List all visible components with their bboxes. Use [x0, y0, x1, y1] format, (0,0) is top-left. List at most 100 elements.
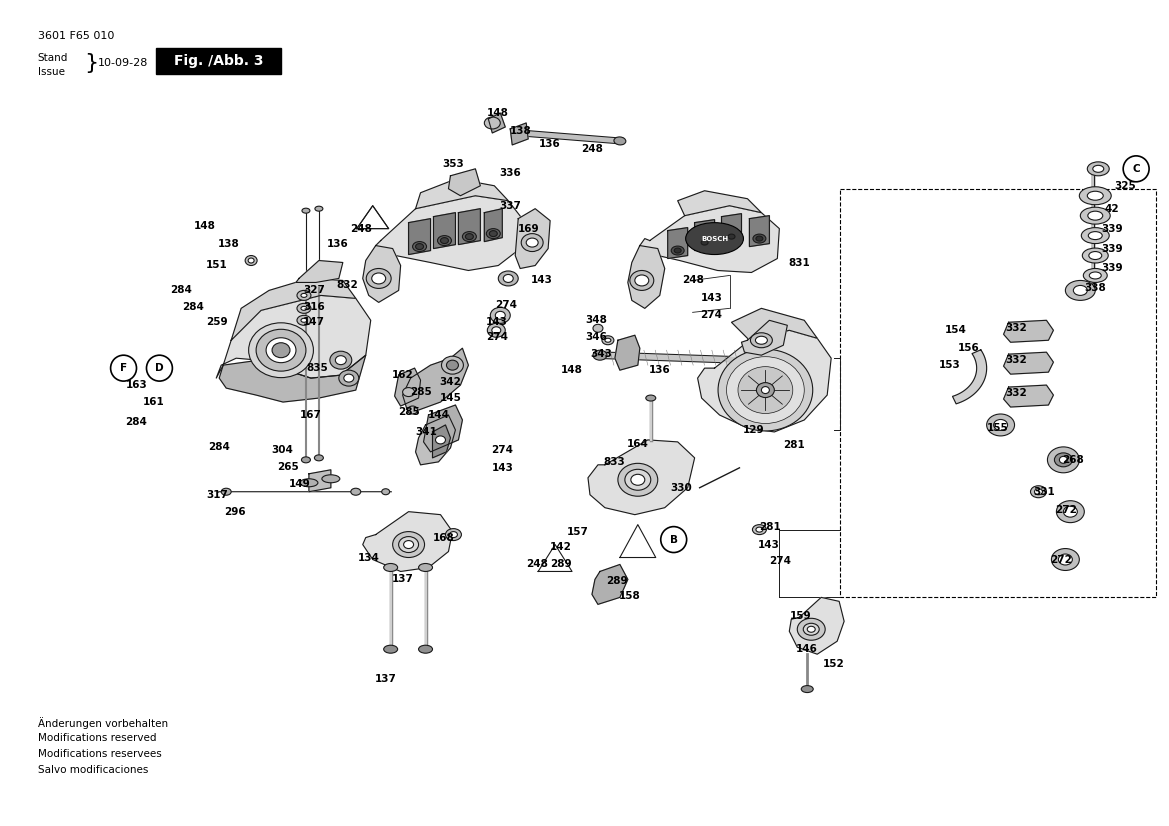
Text: 285: 285 [409, 387, 431, 397]
Ellipse shape [272, 343, 290, 358]
Polygon shape [409, 219, 430, 254]
Ellipse shape [465, 234, 473, 240]
Ellipse shape [593, 350, 607, 360]
Ellipse shape [750, 333, 773, 348]
Polygon shape [510, 123, 528, 145]
Ellipse shape [1082, 248, 1108, 263]
Text: }: } [84, 53, 98, 74]
Text: 296: 296 [224, 506, 245, 517]
Polygon shape [698, 330, 831, 432]
Polygon shape [1003, 320, 1053, 342]
Ellipse shape [449, 532, 457, 538]
Ellipse shape [725, 232, 738, 241]
Polygon shape [1003, 385, 1053, 407]
Ellipse shape [753, 525, 767, 534]
Ellipse shape [1035, 489, 1043, 495]
Ellipse shape [484, 117, 500, 129]
Ellipse shape [987, 414, 1015, 436]
Text: 289: 289 [551, 559, 572, 569]
Text: 161: 161 [143, 397, 165, 407]
Ellipse shape [753, 234, 766, 243]
Ellipse shape [442, 356, 463, 374]
Text: 143: 143 [700, 293, 722, 303]
Text: 153: 153 [939, 360, 961, 370]
Text: 146: 146 [795, 644, 817, 654]
Polygon shape [789, 597, 844, 654]
Text: 136: 136 [539, 139, 561, 149]
Bar [157, 48, 281, 74]
Ellipse shape [630, 270, 653, 291]
Text: 136: 136 [327, 239, 348, 249]
Text: 248: 248 [581, 144, 603, 154]
Ellipse shape [803, 624, 819, 635]
Ellipse shape [300, 293, 307, 297]
Text: 346: 346 [584, 332, 607, 342]
Ellipse shape [498, 271, 518, 286]
Text: Änderungen vorbehalten: Änderungen vorbehalten [37, 717, 168, 729]
Text: 143: 143 [491, 463, 513, 472]
Polygon shape [538, 544, 572, 572]
Ellipse shape [718, 349, 812, 431]
Text: 42: 42 [1105, 204, 1120, 214]
Text: 134: 134 [358, 553, 380, 563]
Ellipse shape [366, 268, 392, 288]
Ellipse shape [297, 316, 311, 325]
Ellipse shape [249, 323, 313, 377]
Ellipse shape [415, 244, 423, 249]
Ellipse shape [463, 231, 476, 241]
Text: 284: 284 [182, 302, 205, 312]
Polygon shape [732, 308, 817, 340]
Text: 348: 348 [584, 316, 607, 325]
Text: 289: 289 [606, 577, 628, 586]
Polygon shape [362, 245, 401, 302]
Text: 157: 157 [567, 527, 589, 537]
Text: 138: 138 [217, 239, 240, 249]
Text: D: D [155, 363, 164, 373]
Ellipse shape [1073, 286, 1087, 296]
Text: 136: 136 [649, 365, 671, 375]
Ellipse shape [1058, 554, 1072, 565]
Text: 164: 164 [627, 439, 649, 449]
Text: 272: 272 [1051, 554, 1072, 564]
Text: Fig. /Abb. 3: Fig. /Abb. 3 [174, 55, 263, 69]
Text: 339: 339 [1101, 244, 1123, 254]
Text: 248: 248 [350, 224, 372, 234]
Text: 147: 147 [303, 317, 325, 327]
Text: 274: 274 [769, 557, 791, 567]
Polygon shape [615, 335, 639, 370]
Text: 274: 274 [496, 301, 517, 311]
Circle shape [146, 355, 172, 381]
Text: 833: 833 [603, 457, 624, 467]
Ellipse shape [302, 208, 310, 213]
Text: 3601 F65 010: 3601 F65 010 [37, 31, 115, 41]
Text: 284: 284 [125, 417, 147, 427]
Circle shape [111, 355, 137, 381]
Polygon shape [489, 113, 505, 133]
Ellipse shape [1084, 268, 1107, 282]
Ellipse shape [490, 230, 497, 236]
Ellipse shape [419, 645, 433, 653]
Ellipse shape [1088, 231, 1102, 240]
Ellipse shape [625, 469, 651, 491]
Ellipse shape [504, 274, 513, 282]
Ellipse shape [1059, 456, 1067, 463]
Text: 274: 274 [486, 332, 509, 342]
Text: 162: 162 [392, 370, 414, 380]
Text: 137: 137 [375, 674, 396, 684]
Text: 304: 304 [271, 445, 293, 455]
Ellipse shape [602, 335, 614, 344]
Text: 272: 272 [1056, 505, 1078, 515]
Ellipse shape [631, 474, 645, 485]
Polygon shape [588, 440, 694, 515]
Ellipse shape [726, 357, 804, 424]
Ellipse shape [801, 686, 814, 692]
Text: 154: 154 [945, 325, 967, 335]
Text: 325: 325 [1114, 181, 1136, 191]
Polygon shape [694, 220, 714, 250]
Text: 343: 343 [590, 349, 611, 359]
Ellipse shape [402, 387, 415, 396]
Ellipse shape [738, 367, 793, 414]
Text: 317: 317 [206, 490, 228, 500]
Ellipse shape [797, 619, 825, 640]
Polygon shape [953, 349, 987, 404]
